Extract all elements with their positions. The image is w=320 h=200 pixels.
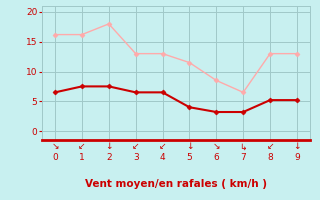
Text: 3: 3 [133,153,139,162]
Text: ↘: ↘ [51,142,59,151]
Text: 7: 7 [240,153,246,162]
Text: 6: 6 [213,153,219,162]
Text: 8: 8 [267,153,273,162]
Text: ↙: ↙ [78,142,86,151]
Text: ↓: ↓ [186,142,193,151]
Text: 5: 5 [187,153,192,162]
X-axis label: Vent moyen/en rafales ( km/h ): Vent moyen/en rafales ( km/h ) [85,179,267,189]
Text: 1: 1 [79,153,85,162]
Text: ↙: ↙ [132,142,140,151]
Text: 9: 9 [294,153,300,162]
Text: 0: 0 [52,153,58,162]
Text: ↙: ↙ [266,142,274,151]
Text: ↳: ↳ [239,142,247,151]
Text: 4: 4 [160,153,165,162]
Text: ↓: ↓ [293,142,301,151]
Text: ↓: ↓ [105,142,113,151]
Text: ↘: ↘ [212,142,220,151]
Text: 2: 2 [106,153,112,162]
Text: ↙: ↙ [159,142,166,151]
